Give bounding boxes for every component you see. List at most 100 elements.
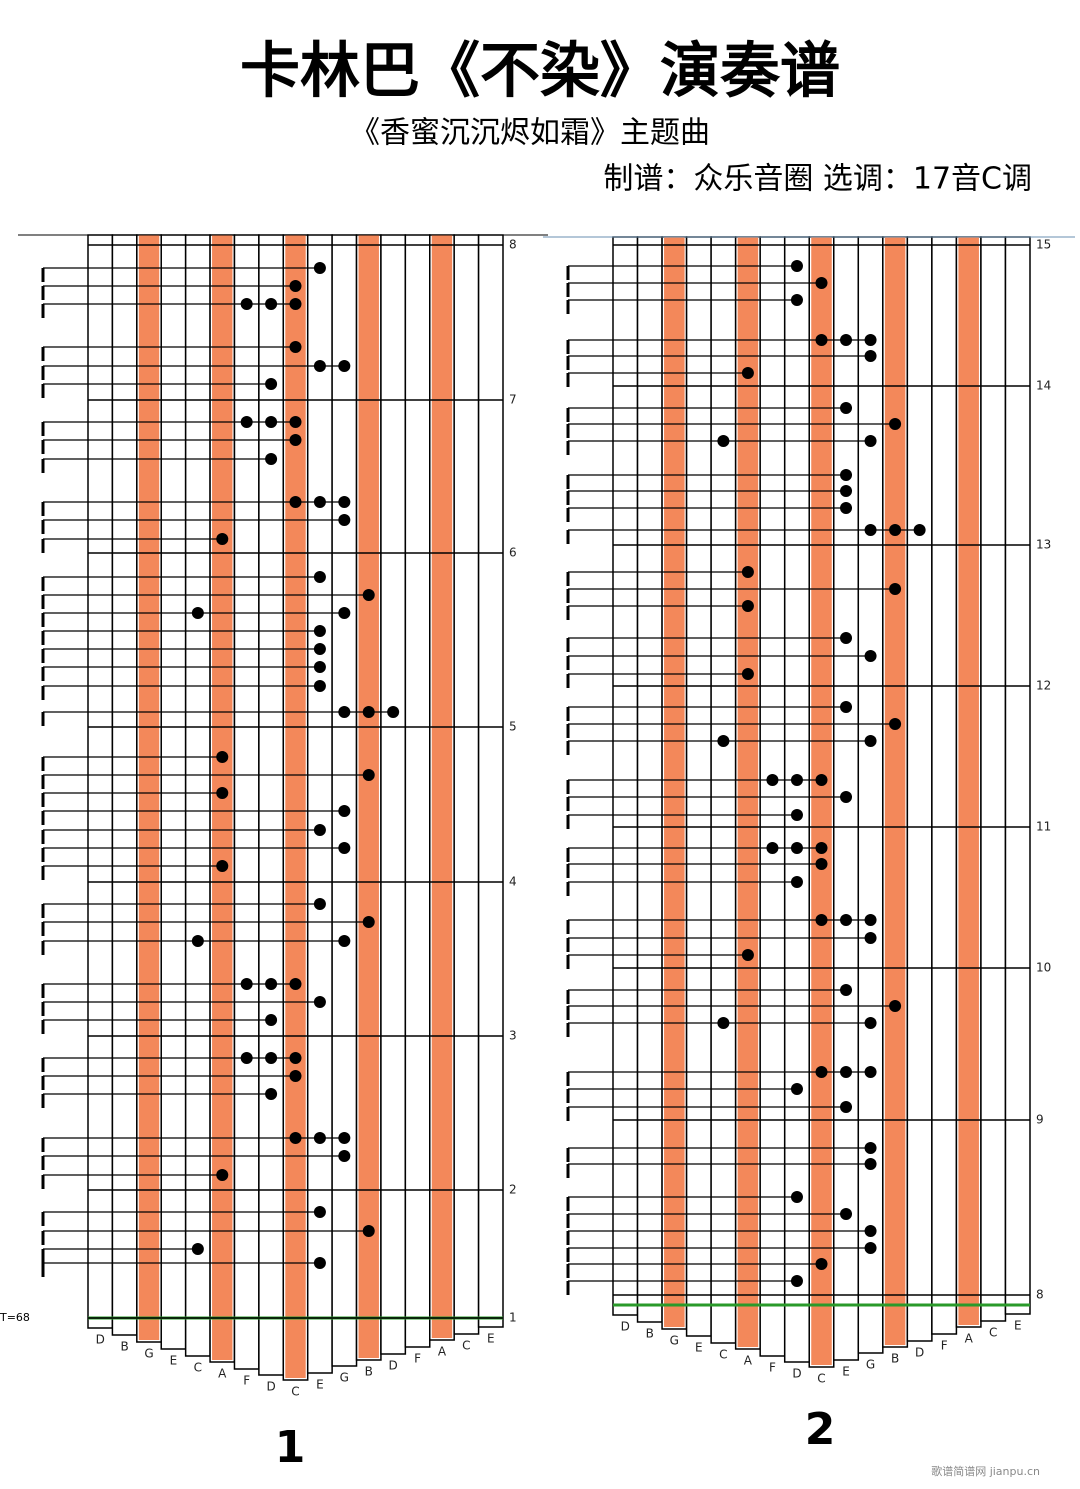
note: [741, 367, 754, 379]
key-label: B: [646, 1327, 654, 1341]
tine: [906, 236, 933, 1342]
note: [766, 774, 779, 786]
measure-number: 15: [1036, 238, 1051, 252]
note: [840, 1066, 853, 1078]
note: [191, 607, 204, 619]
note: [313, 496, 326, 508]
note: [864, 735, 877, 747]
key-label: D: [389, 1359, 398, 1373]
measure-number: 6: [509, 546, 517, 560]
note: [741, 566, 754, 578]
key-label: E: [487, 1332, 495, 1346]
note: [289, 1070, 302, 1082]
key-label: C: [462, 1339, 470, 1353]
tine: [710, 236, 737, 1344]
note: [815, 914, 828, 926]
note: [338, 360, 351, 372]
tine-highlight: [811, 237, 832, 1365]
note: [889, 583, 902, 595]
note: [840, 791, 853, 803]
tine: [477, 234, 504, 1328]
key-label: E: [316, 1378, 324, 1392]
note: [815, 277, 828, 289]
title: 卡林巴《不染》演奏谱: [240, 37, 840, 107]
key-label: D: [266, 1380, 275, 1394]
note: [265, 378, 278, 390]
note: [815, 774, 828, 786]
note: [840, 1101, 853, 1113]
note: [815, 1066, 828, 1078]
note: [289, 978, 302, 990]
key-label: C: [817, 1372, 825, 1386]
note: [338, 842, 351, 854]
note: [289, 416, 302, 428]
note: [864, 650, 877, 662]
key-label: C: [719, 1348, 727, 1362]
note: [864, 1158, 877, 1170]
note: [717, 1017, 730, 1029]
measure-number: 7: [509, 393, 517, 407]
key-label: D: [915, 1346, 924, 1360]
note: [216, 751, 229, 763]
note: [313, 824, 326, 836]
key-label: E: [842, 1365, 850, 1379]
note: [864, 1017, 877, 1029]
note: [191, 1243, 204, 1255]
note: [289, 496, 302, 508]
note: [289, 1132, 302, 1144]
note: [864, 1066, 877, 1078]
key-label: D: [96, 1333, 105, 1347]
note: [790, 294, 803, 306]
key-label: A: [744, 1354, 753, 1368]
tine: [980, 236, 1007, 1322]
tine: [857, 236, 884, 1354]
measure-number: 13: [1036, 538, 1051, 552]
note: [216, 1169, 229, 1181]
note: [790, 260, 803, 272]
measure-number: 1: [509, 1311, 517, 1325]
note: [240, 1052, 253, 1064]
note: [289, 280, 302, 292]
note: [741, 949, 754, 961]
key-label: F: [769, 1361, 776, 1375]
tine: [306, 234, 333, 1374]
note: [338, 496, 351, 508]
key-label: A: [965, 1332, 974, 1346]
note: [265, 453, 278, 465]
note: [191, 935, 204, 947]
key-label: C: [291, 1385, 299, 1399]
note: [265, 1088, 278, 1100]
note: [313, 625, 326, 637]
key-label: E: [170, 1354, 178, 1368]
measure-number: 12: [1036, 679, 1051, 693]
note: [265, 416, 278, 428]
note: [864, 435, 877, 447]
note: [338, 607, 351, 619]
key-label: E: [1014, 1319, 1022, 1333]
note: [864, 914, 877, 926]
note: [362, 916, 375, 928]
measure-number: 8: [1036, 1288, 1044, 1302]
note: [815, 858, 828, 870]
note: [766, 842, 779, 854]
note: [840, 914, 853, 926]
key-label: A: [438, 1345, 447, 1359]
key-label: B: [365, 1365, 373, 1379]
note: [362, 769, 375, 781]
note: [240, 298, 253, 310]
note: [265, 1014, 278, 1026]
measure-number: 9: [1036, 1113, 1044, 1127]
tine-highlight: [431, 235, 453, 1338]
note: [313, 571, 326, 583]
note: [216, 533, 229, 545]
note: [790, 809, 803, 821]
note: [840, 485, 853, 497]
note: [889, 1000, 902, 1012]
note: [864, 1242, 877, 1254]
note: [313, 661, 326, 673]
note: [265, 978, 278, 990]
note: [840, 334, 853, 346]
note: [889, 524, 902, 536]
note: [289, 1052, 302, 1064]
tine: [931, 236, 958, 1335]
